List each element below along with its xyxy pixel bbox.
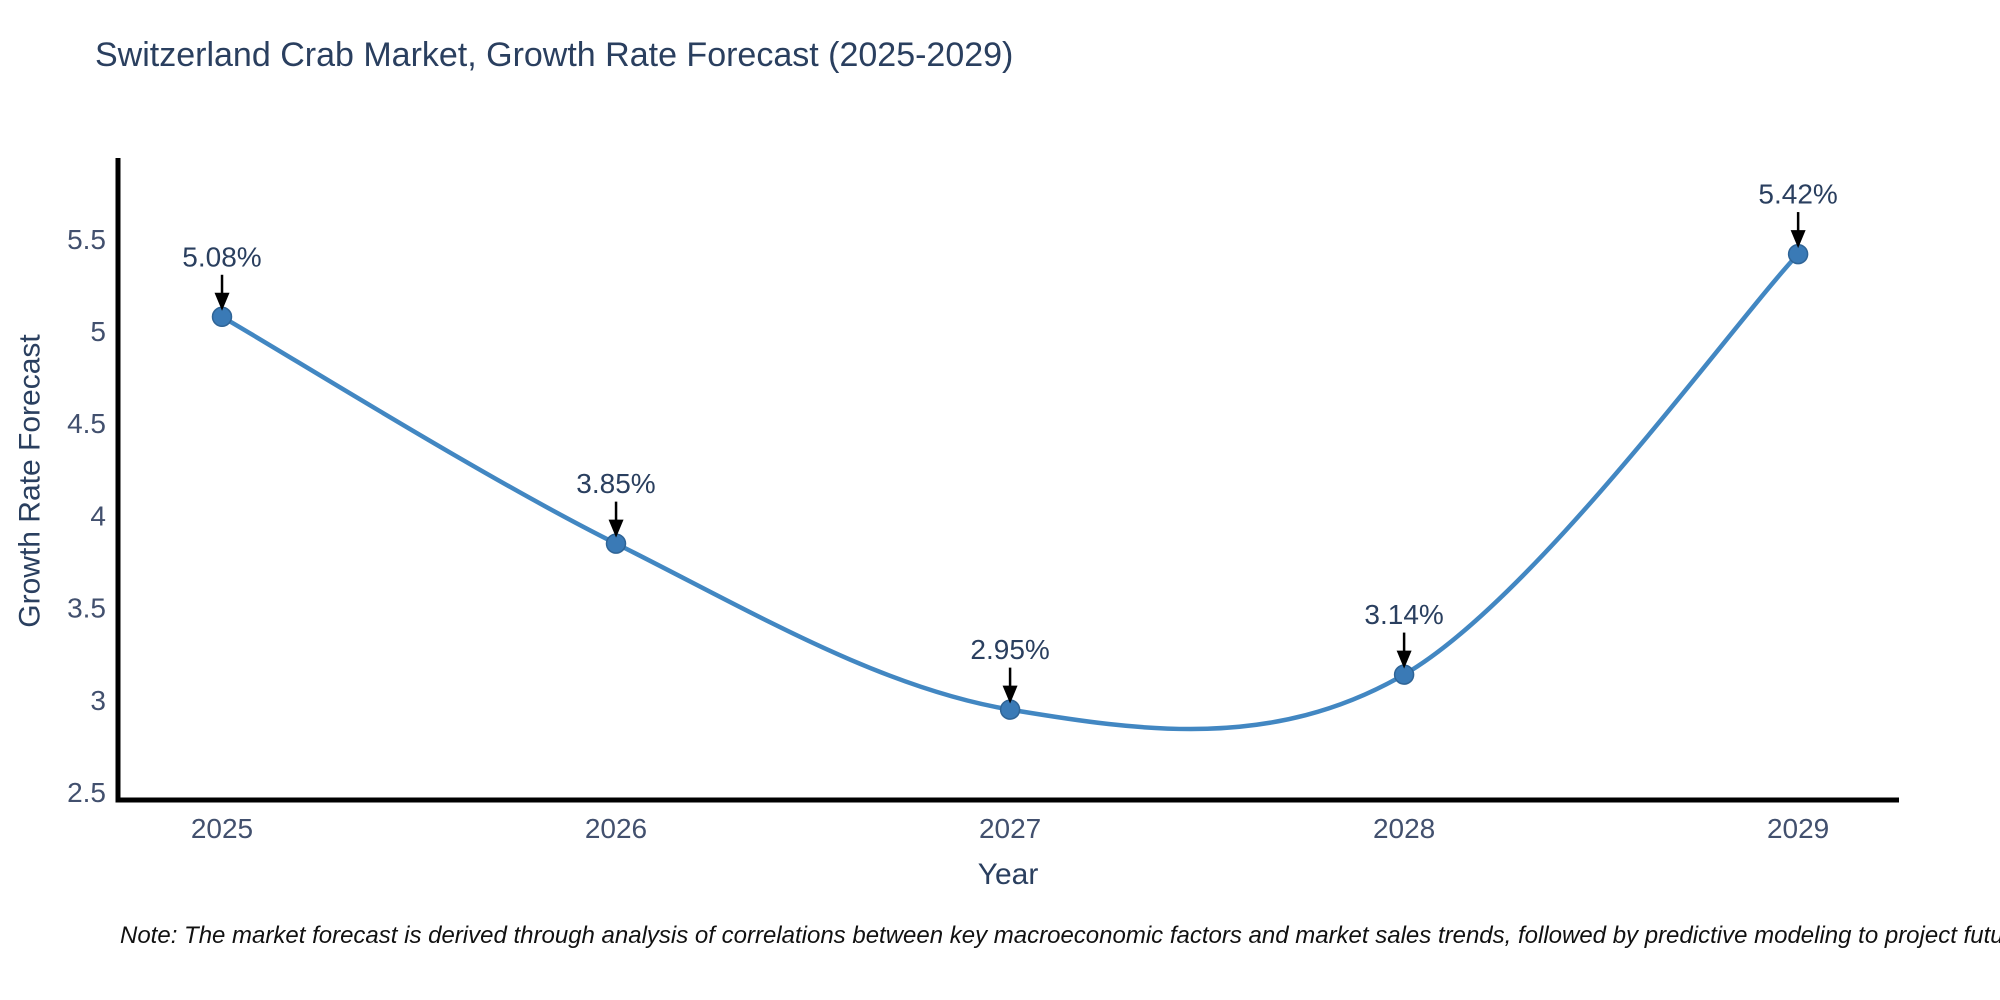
annotation-arrowhead-icon — [608, 519, 624, 538]
footnote: Note: The market forecast is derived thr… — [120, 922, 2000, 949]
annotation-label: 5.08% — [182, 241, 261, 272]
x-tick-label: 2028 — [1373, 813, 1435, 844]
x-tick-label: 2027 — [979, 813, 1041, 844]
y-tick-label: 3.5 — [67, 593, 106, 624]
y-tick-label: 4 — [90, 501, 106, 532]
annotation-label: 2.95% — [970, 634, 1049, 665]
y-axis-title: Growth Rate Forecast — [14, 334, 47, 628]
y-axis-ticks: 2.5 3 3.5 4 4.5 5 5.5 — [67, 224, 106, 808]
y-tick-label: 3 — [90, 685, 106, 716]
annotation-label: 3.85% — [576, 468, 655, 499]
x-axis-ticks: 2025 2026 2027 2028 2029 — [191, 813, 1829, 844]
x-tick-label: 2029 — [1767, 813, 1829, 844]
y-tick-label: 5 — [90, 316, 106, 347]
x-tick-label: 2026 — [585, 813, 647, 844]
annotation-label: 3.14% — [1364, 599, 1443, 630]
annotations: 5.08% 3.85% 2.95% 3.14% 5.42% — [182, 179, 1838, 704]
y-tick-label: 4.5 — [67, 408, 106, 439]
annotation-arrowhead-icon — [1790, 230, 1806, 249]
y-tick-label: 5.5 — [67, 224, 106, 255]
annotation-label: 5.42% — [1758, 179, 1837, 210]
annotation-arrowhead-icon — [1002, 685, 1018, 704]
x-axis-title: Year — [978, 858, 1039, 891]
x-tick-label: 2025 — [191, 813, 253, 844]
annotation-arrowhead-icon — [1396, 650, 1412, 669]
annotation-arrowhead-icon — [214, 292, 230, 311]
y-tick-label: 2.5 — [67, 777, 106, 808]
chart-title: Switzerland Crab Market, Growth Rate For… — [95, 36, 1014, 74]
